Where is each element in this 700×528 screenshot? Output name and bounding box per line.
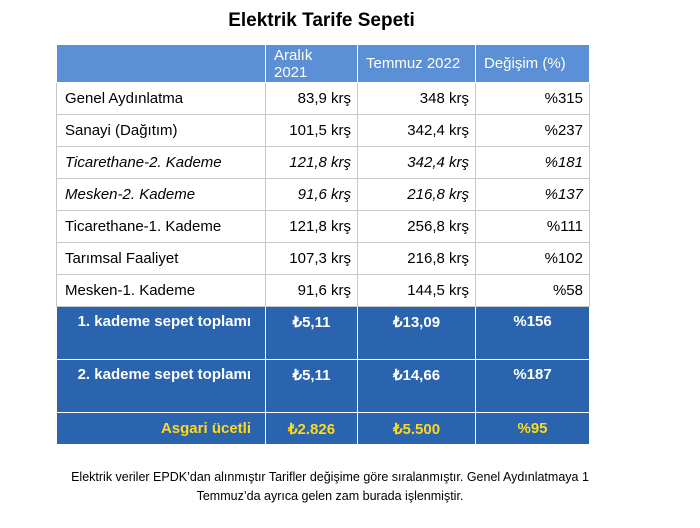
summary-row: 2. kademe sepet toplamı ₺5,11 ₺14,66 %187 — [56, 359, 590, 413]
asgari-change: %95 — [475, 412, 590, 445]
cell-jul: 348 krş — [357, 82, 476, 115]
summary-row: 1. kademe sepet toplamı ₺5,11 ₺13,09 %156 — [56, 306, 590, 360]
footnote: Elektrik veriler EPDK’dan alınmıştır Tar… — [71, 470, 589, 503]
table-body: Genel Aydınlatma 83,9 krş 348 krş %315 Sanay… — [56, 82, 590, 445]
header-cell-empty — [56, 44, 266, 83]
page-title: Elektrik Tarife Sepeti — [228, 10, 415, 31]
table-row: Ticarethane-2. Kademe 121,8 krş 342,4 krş%… — [56, 146, 590, 179]
row-label: Mesken-2. Kademe — [56, 178, 266, 211]
cell-jul: 216,8 krş — [357, 242, 476, 275]
cell-jul: 342,4 krş — [357, 114, 476, 147]
asgari-jul: ₺5.500 — [357, 412, 476, 445]
table-row: Genel Aydınlatma 83,9 krş 348 krş %315 — [56, 82, 590, 115]
cell-dec: 121,8 krş — [265, 146, 358, 179]
cell-change: %237 — [475, 114, 590, 147]
cell-jul: 216,8 krş — [357, 178, 476, 211]
cell-dec: 121,8 krş — [265, 210, 358, 243]
header-row: Aralık 2021 Temmuz 2022 Değişim (%) — [56, 44, 590, 83]
row-label: Ticarethane-1. Kademe — [56, 210, 266, 243]
cell-change: %315 — [475, 82, 590, 115]
summary-dec: ₺5,11 — [265, 306, 358, 360]
summary-jul: ₺14,66 — [357, 359, 476, 413]
row-label: Tarımsal Faaliyet — [56, 242, 266, 275]
header-cell-change: Değişim (%) — [475, 44, 590, 83]
cell-change: %111 — [475, 210, 590, 243]
cell-dec: 91,6 krş — [265, 178, 358, 211]
row-label: Sanayi (Dağıtım) — [56, 114, 266, 147]
table-row: Ticarethane-1. Kademe 121,8 krş 256,8 krş%… — [56, 210, 590, 243]
row-label: Ticarethane-2. Kademe — [56, 146, 266, 179]
cell-dec: 107,3 krş — [265, 242, 358, 275]
asgari-label: Asgari ücetli — [56, 412, 266, 445]
summary-label: 1. kademe sepet toplamı — [56, 306, 266, 360]
table-row: Tarımsal Faaliyet 107,3 krş 216,8 krş %102 — [56, 242, 590, 275]
asgari-row: Asgari ücetli ₺2.826 ₺5.500 %95 — [56, 412, 590, 445]
cell-jul: 342,4 krş — [357, 146, 476, 179]
cell-change: %137 — [475, 178, 590, 211]
header-cell-jul: Temmuz 2022 — [357, 44, 476, 83]
table-row: Mesken-1. Kademe 91,6 krş 144,5 krş %58 — [56, 274, 590, 307]
cell-dec: 101,5 krş — [265, 114, 358, 147]
cell-change: %102 — [475, 242, 590, 275]
header-cell-dec: Aralık 2021 — [265, 44, 358, 83]
row-label: Mesken-1. Kademe — [56, 274, 266, 307]
cell-jul: 256,8 krş — [357, 210, 476, 243]
cell-dec: 91,6 krş — [265, 274, 358, 307]
cell-change: %58 — [475, 274, 590, 307]
summary-jul: ₺13,09 — [357, 306, 476, 360]
summary-change: %156 — [475, 306, 590, 360]
cell-change: %181 — [475, 146, 590, 179]
asgari-dec: ₺2.826 — [265, 412, 358, 445]
cell-jul: 144,5 krş — [357, 274, 476, 307]
table-row: Sanayi (Dağıtım) 101,5 krş 342,4 krş %237 — [56, 114, 590, 147]
cell-dec: 83,9 krş — [265, 82, 358, 115]
tariff-table: Aralık 2021 Temmuz 2022 Değişim (%) Gene… — [56, 44, 590, 445]
row-label: Genel Aydınlatma — [56, 82, 266, 115]
summary-label: 2. kademe sepet toplamı — [56, 359, 266, 413]
summary-change: %187 — [475, 359, 590, 413]
table-row: Mesken-2. Kademe 91,6 krş 216,8 krş %137 — [56, 178, 590, 211]
summary-dec: ₺5,11 — [265, 359, 358, 413]
